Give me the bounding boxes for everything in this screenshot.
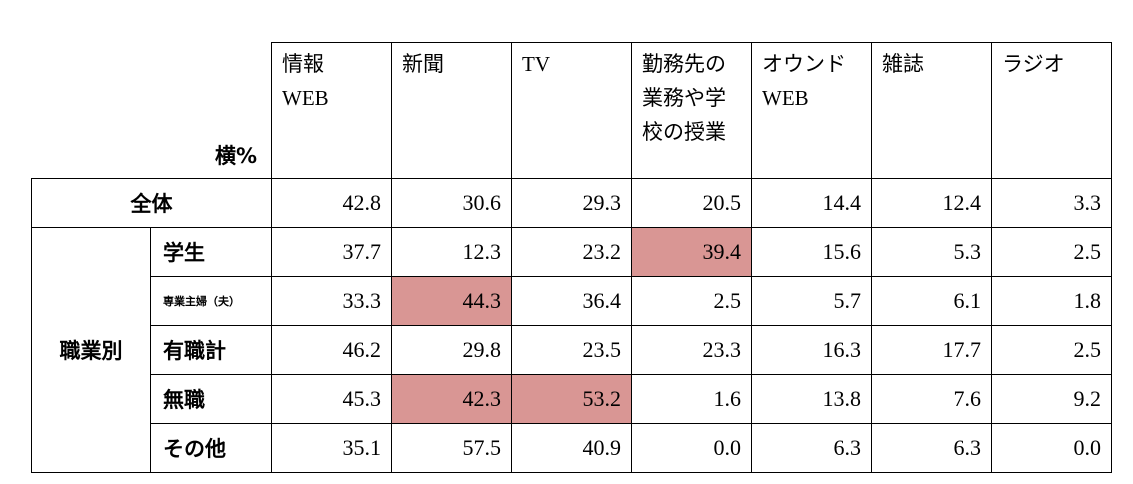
cell-value: 6.3 [871,423,992,473]
total-row: 全体 42.8 30.6 29.3 20.5 14.4 12.4 3.3 [31,178,1112,228]
column-header-work-school: 勤務先の 業務や学 校の授業 [631,42,752,179]
cell-value: 40.9 [511,423,632,473]
column-header-line: 情報 [282,52,324,76]
cell-value: 16.3 [751,325,872,375]
row-label: 学生 [150,227,272,277]
cell-value: 0.0 [631,423,752,473]
column-header-info-web: 情報 WEB [271,42,392,179]
cell-value-highlighted: 44.3 [391,276,512,326]
cell-value: 37.7 [271,227,392,277]
cell-value: 0.0 [991,423,1112,473]
table-row: その他 35.1 57.5 40.9 0.0 6.3 6.3 0.0 [32,423,1112,473]
row-label: 無職 [150,374,272,424]
cell-value: 2.5 [991,325,1112,375]
cell-value: 23.2 [511,227,632,277]
column-header-line: 新聞 [402,52,444,76]
column-header-line: 雑誌 [882,52,924,76]
column-header-line: WEB [762,86,809,110]
data-table: 横% 情報 WEB 新聞 TV 勤務先の 業務や学 校の授業 オウンド WEB … [31,42,1112,473]
cell-value: 6.3 [751,423,872,473]
column-header-line: 校の授業 [642,120,726,144]
cell-value: 35.1 [271,423,392,473]
table-row: 専業主婦（夫） 33.3 44.3 36.4 2.5 5.7 6.1 1.8 [32,276,1112,326]
unit-label: 横% [31,42,272,179]
cell-value: 15.6 [751,227,872,277]
group-label: 職業別 [31,227,151,473]
column-header-line: オウンド [762,52,846,76]
cell-value: 6.1 [871,276,992,326]
cell-value: 36.4 [511,276,632,326]
column-header-line: ラジオ [1002,52,1065,76]
column-header-line: 業務や学 [642,86,726,110]
row-label: 有職計 [150,325,272,375]
cell-value: 1.6 [631,374,752,424]
cell-value-highlighted: 53.2 [511,374,632,424]
cell-value: 3.3 [991,178,1112,228]
cell-value: 14.4 [751,178,872,228]
column-header-line: TV [522,52,550,76]
column-header-line: 勤務先の [642,52,726,76]
cell-value: 17.7 [871,325,992,375]
cell-value: 23.3 [631,325,752,375]
column-header-owned-web: オウンド WEB [751,42,872,179]
cell-value: 20.5 [631,178,752,228]
table-row: 有職計 46.2 29.8 23.5 23.3 16.3 17.7 2.5 [32,325,1112,375]
cell-value: 42.8 [271,178,392,228]
cell-value: 23.5 [511,325,632,375]
column-header-newspaper: 新聞 [391,42,512,179]
cell-value: 12.3 [391,227,512,277]
cell-value-highlighted: 39.4 [631,227,752,277]
column-header-radio: ラジオ [991,42,1112,179]
cell-value: 45.3 [271,374,392,424]
table-row: 無職 45.3 42.3 53.2 1.6 13.8 7.6 9.2 [32,374,1112,424]
cell-value: 57.5 [391,423,512,473]
row-label: その他 [150,423,272,473]
column-header-magazine: 雑誌 [871,42,992,179]
cell-value: 1.8 [991,276,1112,326]
header-row: 横% 情報 WEB 新聞 TV 勤務先の 業務や学 校の授業 オウンド WEB … [31,42,1112,179]
cell-value: 33.3 [271,276,392,326]
cell-value: 29.3 [511,178,632,228]
cell-value: 13.8 [751,374,872,424]
column-header-tv: TV [511,42,632,179]
cell-value: 46.2 [271,325,392,375]
cell-value-highlighted: 42.3 [391,374,512,424]
cell-value: 29.8 [391,325,512,375]
table-row: 職業別 学生 37.7 12.3 23.2 39.4 15.6 5.3 2.5 [31,227,1112,473]
cell-value: 2.5 [631,276,752,326]
cell-value: 9.2 [991,374,1112,424]
cell-value: 5.3 [871,227,992,277]
cell-value: 7.6 [871,374,992,424]
cell-value: 2.5 [991,227,1112,277]
column-header-line: WEB [282,86,329,110]
cell-value: 5.7 [751,276,872,326]
row-label: 専業主婦（夫） [150,276,272,326]
cell-value: 12.4 [871,178,992,228]
cell-value: 30.6 [391,178,512,228]
total-label: 全体 [31,178,272,228]
